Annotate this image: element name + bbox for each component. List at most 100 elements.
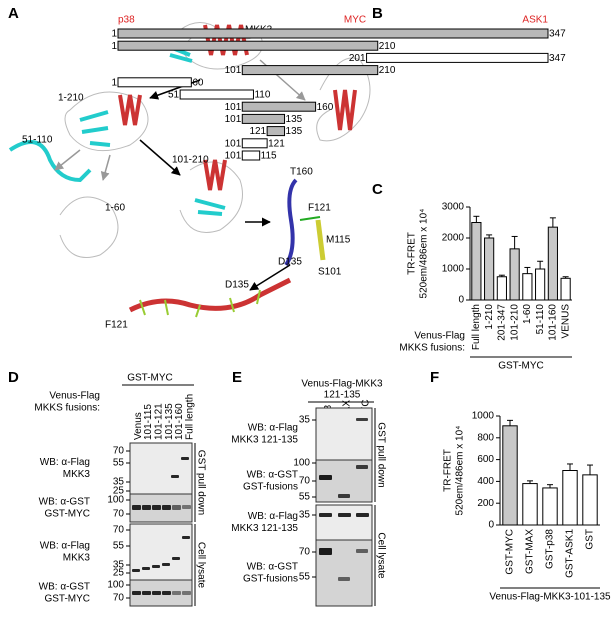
y-tick-label: 1000: [442, 264, 465, 275]
residue-label: T160: [290, 167, 313, 178]
residue-label: F121: [308, 203, 331, 214]
x-tick-label: 1-60: [522, 304, 533, 324]
y-tick-label: 1000: [472, 411, 495, 422]
construct-start: 121: [249, 126, 266, 137]
row-label: GST-MYC: [44, 509, 90, 520]
bar: [502, 425, 518, 526]
x-tick-label: GST-ASK1: [565, 529, 576, 578]
construct-end: 60: [192, 77, 204, 88]
panel-label: F: [430, 369, 439, 386]
construct-end: 135: [286, 114, 303, 125]
band: [171, 475, 179, 478]
domain-label: ASK1: [522, 15, 548, 26]
band: [162, 505, 171, 510]
x-tick-label: GST: [585, 529, 596, 550]
row-label: WB: α-GST: [39, 497, 90, 508]
arrow: [139, 139, 181, 176]
band: [132, 591, 141, 595]
panel-label: E: [232, 369, 242, 386]
group-label: GST-MYC: [498, 361, 544, 372]
size-marker: 70: [113, 525, 125, 536]
x-tick-label: GST-p38: [545, 529, 556, 569]
lane-legend: Venus-Flag: [49, 391, 100, 402]
strand: [8, 140, 92, 183]
structure-label: 1-60: [105, 203, 125, 214]
helix: [118, 94, 142, 126]
size-marker: 55: [113, 458, 125, 469]
x-tick-label: 201-347: [497, 304, 508, 341]
coil: [59, 196, 119, 258]
row-label: GST-fusions: [243, 482, 298, 493]
x-tick-label: 101-210: [509, 304, 520, 341]
bar: [582, 474, 598, 526]
x-tick-label: GST-MYC: [505, 529, 516, 575]
band: [162, 563, 170, 566]
construct-bar: [241, 101, 317, 112]
construct-bar: [241, 113, 286, 124]
y-axis-label: 520em/486em x 10⁴: [455, 426, 466, 516]
construct-bar: [241, 65, 379, 76]
construct-bar: [241, 138, 268, 149]
size-marker: 55: [299, 572, 311, 583]
arrow: [100, 154, 111, 181]
bar: [471, 222, 482, 301]
panel-label: D: [8, 369, 19, 386]
strand: [79, 110, 111, 147]
y-tick-label: 2000: [442, 233, 465, 244]
domain-label: MYC: [344, 15, 366, 26]
blot-title: Venus-Flag-MKK3: [301, 379, 383, 390]
band: [152, 505, 161, 510]
bar: [522, 273, 533, 301]
band: [142, 591, 151, 595]
residue-label: D135: [278, 257, 302, 268]
residue-label: M115: [326, 235, 351, 246]
lane-label: Venus: [133, 412, 144, 440]
row-label: WB: α-Flag: [248, 423, 298, 434]
x-axis-label: Venus-Flag: [414, 331, 465, 342]
y-tick-label: 400: [477, 476, 494, 487]
blot-title: 121-135: [324, 390, 361, 401]
helix: [203, 159, 227, 191]
group-label: Venus-Flag-MKK3-101-135: [489, 592, 611, 603]
size-marker: 100: [293, 458, 310, 469]
band: [356, 418, 368, 421]
size-marker: 55: [113, 541, 125, 552]
helix: [315, 219, 326, 261]
size-marker: 35: [113, 560, 125, 571]
construct-bar: [241, 150, 261, 161]
construct-start: 101: [225, 65, 242, 76]
size-marker: 35: [299, 510, 311, 521]
construct-start: 101: [225, 151, 242, 162]
row-label: GST-fusions: [243, 574, 298, 585]
band: [338, 513, 351, 517]
construct-bar: [117, 77, 192, 88]
blot: [129, 442, 193, 495]
construct-end: 135: [286, 126, 303, 137]
y-axis-label: TR-FRET: [443, 449, 454, 492]
size-marker: 70: [113, 446, 125, 457]
band: [356, 465, 368, 469]
coil: [64, 91, 149, 152]
construct-end: 110: [254, 90, 270, 101]
strand: [194, 198, 226, 216]
size-marker: 25: [113, 486, 125, 497]
band: [319, 475, 332, 480]
band: [181, 457, 189, 460]
residue-label: F121: [105, 320, 128, 331]
size-marker: 70: [299, 547, 311, 558]
section-label: Cell lysate: [195, 542, 206, 589]
construct-end: 160: [317, 102, 334, 113]
construct-bar: [266, 126, 286, 137]
blot-title: GST-MYC: [127, 373, 173, 384]
size-marker: 70: [299, 476, 311, 487]
structure-label: 1-210: [58, 93, 84, 104]
y-tick-label: 0: [488, 520, 494, 531]
bar: [509, 248, 520, 301]
size-marker: 70: [113, 593, 125, 604]
construct-start: 101: [225, 114, 242, 125]
bar: [547, 226, 558, 301]
band: [356, 549, 368, 553]
band: [338, 577, 350, 581]
construct-end: 347: [549, 29, 566, 40]
construct-end: 121: [268, 138, 285, 149]
